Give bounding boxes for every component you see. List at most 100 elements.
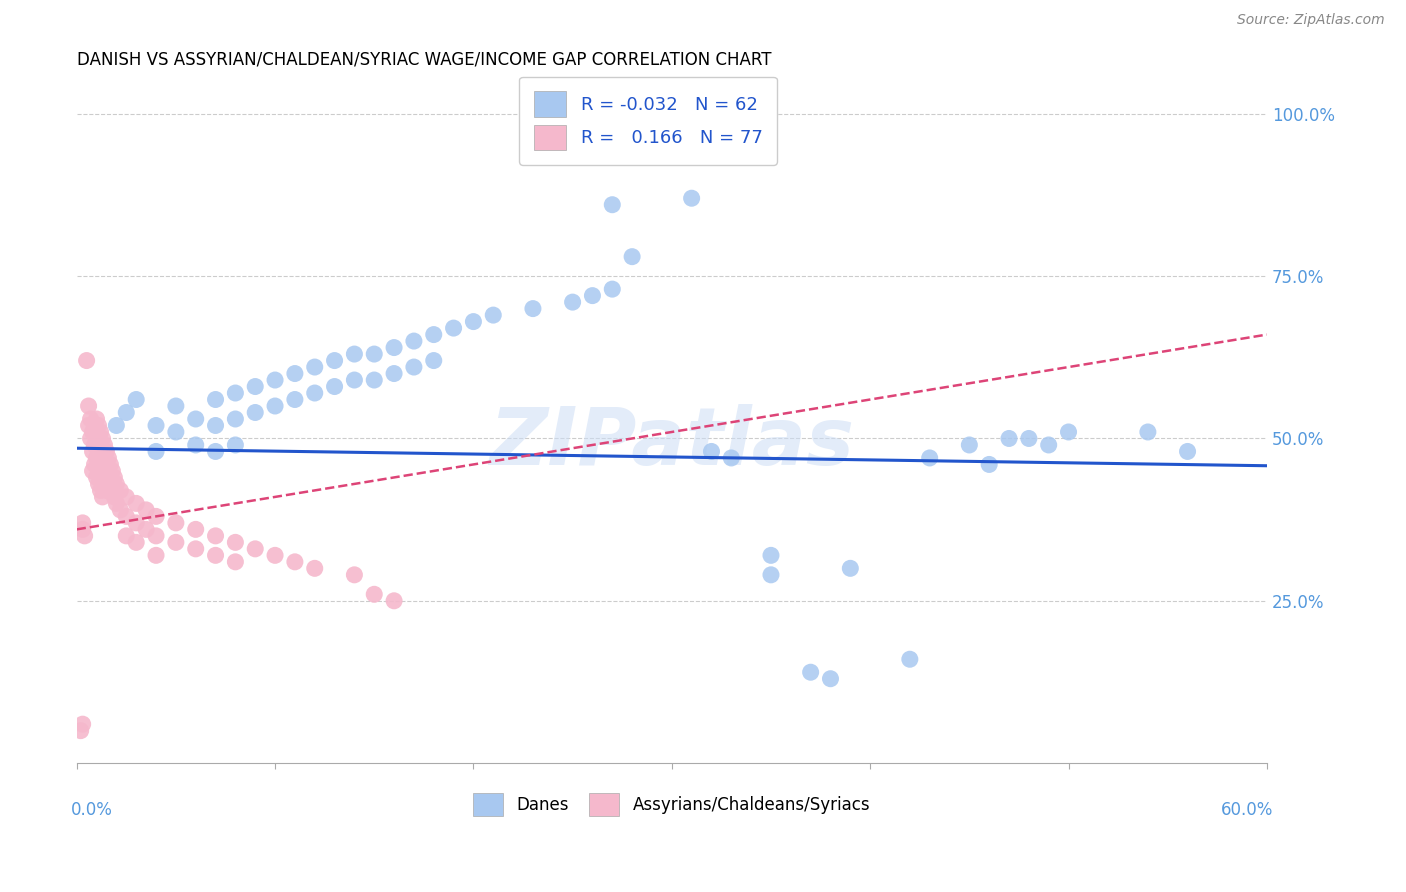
- Point: [115, 490, 138, 504]
- Point: [86, 412, 108, 426]
- Point: [93, 458, 115, 472]
- Point: [720, 450, 742, 465]
- Point: [83, 418, 105, 433]
- Text: 0.0%: 0.0%: [70, 801, 112, 819]
- Point: [101, 464, 124, 478]
- Point: [69, 723, 91, 738]
- Point: [72, 717, 94, 731]
- Point: [110, 503, 132, 517]
- Point: [423, 353, 446, 368]
- Point: [184, 412, 207, 426]
- Point: [97, 470, 120, 484]
- Point: [135, 522, 157, 536]
- Point: [165, 425, 187, 439]
- Point: [79, 432, 101, 446]
- Point: [82, 464, 104, 478]
- Point: [91, 450, 114, 465]
- Point: [681, 191, 703, 205]
- Point: [245, 379, 267, 393]
- Point: [343, 373, 366, 387]
- Point: [103, 490, 125, 504]
- Legend: Danes, Assyrians/Chaldeans/Syriacs: Danes, Assyrians/Chaldeans/Syriacs: [467, 786, 877, 823]
- Point: [522, 301, 544, 316]
- Point: [96, 464, 118, 478]
- Text: Source: ZipAtlas.com: Source: ZipAtlas.com: [1237, 13, 1385, 28]
- Point: [204, 392, 226, 407]
- Point: [135, 503, 157, 517]
- Point: [125, 535, 148, 549]
- Point: [363, 587, 385, 601]
- Point: [125, 392, 148, 407]
- Point: [561, 295, 583, 310]
- Point: [100, 477, 122, 491]
- Point: [83, 438, 105, 452]
- Point: [759, 549, 782, 563]
- Point: [402, 359, 425, 374]
- Point: [87, 477, 110, 491]
- Point: [820, 672, 842, 686]
- Point: [323, 353, 346, 368]
- Point: [93, 477, 115, 491]
- Point: [82, 425, 104, 439]
- Point: [79, 412, 101, 426]
- Point: [443, 321, 465, 335]
- Point: [363, 347, 385, 361]
- Text: DANISH VS ASSYRIAN/CHALDEAN/SYRIAC WAGE/INCOME GAP CORRELATION CHART: DANISH VS ASSYRIAN/CHALDEAN/SYRIAC WAGE/…: [77, 51, 770, 69]
- Point: [204, 418, 226, 433]
- Point: [284, 367, 307, 381]
- Point: [105, 496, 128, 510]
- Point: [83, 458, 105, 472]
- Point: [304, 386, 326, 401]
- Point: [1177, 444, 1199, 458]
- Point: [224, 412, 246, 426]
- Point: [87, 458, 110, 472]
- Point: [115, 509, 138, 524]
- Point: [363, 373, 385, 387]
- Point: [82, 444, 104, 458]
- Point: [382, 367, 405, 381]
- Point: [482, 308, 505, 322]
- Point: [304, 359, 326, 374]
- Point: [72, 522, 94, 536]
- Point: [101, 483, 124, 498]
- Point: [600, 198, 623, 212]
- Point: [165, 399, 187, 413]
- Point: [115, 529, 138, 543]
- Point: [600, 282, 623, 296]
- Point: [898, 652, 921, 666]
- Point: [224, 555, 246, 569]
- Point: [224, 386, 246, 401]
- Point: [100, 458, 122, 472]
- Point: [110, 483, 132, 498]
- Point: [382, 341, 405, 355]
- Point: [89, 464, 111, 478]
- Point: [96, 483, 118, 498]
- Point: [204, 444, 226, 458]
- Point: [89, 444, 111, 458]
- Point: [76, 353, 98, 368]
- Point: [91, 470, 114, 484]
- Point: [184, 438, 207, 452]
- Point: [1038, 438, 1060, 452]
- Point: [204, 549, 226, 563]
- Point: [1057, 425, 1080, 439]
- Point: [323, 379, 346, 393]
- Point: [918, 450, 941, 465]
- Point: [93, 438, 115, 452]
- Point: [86, 432, 108, 446]
- Point: [145, 418, 167, 433]
- Point: [1136, 425, 1159, 439]
- Point: [89, 425, 111, 439]
- Point: [73, 529, 96, 543]
- Point: [463, 315, 485, 329]
- Point: [224, 535, 246, 549]
- Point: [165, 535, 187, 549]
- Point: [125, 496, 148, 510]
- Point: [184, 522, 207, 536]
- Point: [800, 665, 823, 680]
- Point: [91, 490, 114, 504]
- Point: [145, 509, 167, 524]
- Point: [105, 418, 128, 433]
- Point: [86, 450, 108, 465]
- Point: [91, 432, 114, 446]
